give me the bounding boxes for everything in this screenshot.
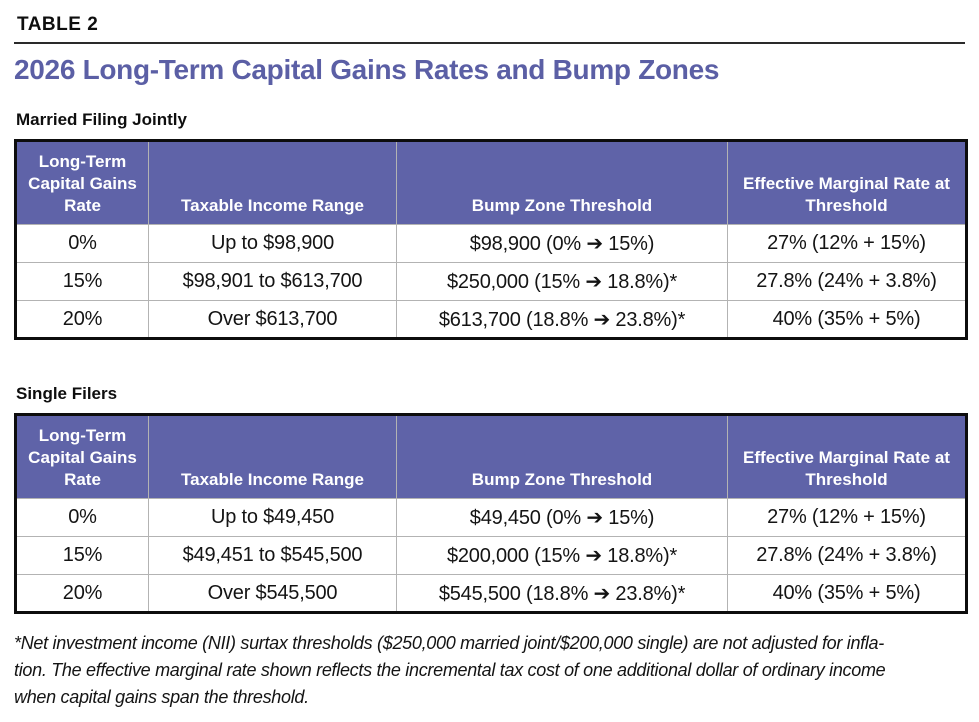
cell-effective-rate: 27% (12% + 15%) <box>727 224 967 263</box>
cell-effective-rate: 40% (35% + 5%) <box>727 574 967 613</box>
cell-income-range: Up to $98,900 <box>148 224 397 263</box>
cell-rate: 15% <box>15 262 149 301</box>
cell-bump-zone: $98,900 (0% ➔ 15%) <box>396 224 728 263</box>
footnote: *Net investment income (NII) surtax thre… <box>14 630 965 711</box>
cell-income-range: Up to $49,450 <box>148 498 397 537</box>
column-header-ltcg-rate: Long-Term Capital Gains Rate <box>15 414 149 499</box>
table-row: 15% $49,451 to $545,500 $200,000 (15% ➔ … <box>15 536 967 575</box>
section-label-single-filers: Single Filers <box>16 384 118 403</box>
cell-bump-zone: $49,450 (0% ➔ 15%) <box>396 498 728 537</box>
cell-rate: 15% <box>15 536 149 575</box>
table-row: 0% Up to $98,900 $98,900 (0% ➔ 15%) 27% … <box>15 224 967 263</box>
cell-income-range: $98,901 to $613,700 <box>148 262 397 301</box>
cell-income-range: $49,451 to $545,500 <box>148 536 397 575</box>
kicker-divider <box>14 42 965 44</box>
column-header-income-range: Taxable Income Range <box>148 414 397 499</box>
table-kicker: TABLE 2 <box>17 14 99 35</box>
cell-bump-zone: $545,500 (18.8% ➔ 23.8%)* <box>396 574 728 613</box>
cell-bump-zone: $200,000 (15% ➔ 18.8%)* <box>396 536 728 575</box>
page-title: 2026 Long-Term Capital Gains Rates and B… <box>14 54 720 85</box>
cell-effective-rate: 27.8% (24% + 3.8%) <box>727 262 967 301</box>
footnote-line: tion. The effective marginal rate shown … <box>14 660 886 680</box>
cell-rate: 0% <box>15 498 149 537</box>
footnote-line: when capital gains span the threshold. <box>14 687 309 707</box>
rates-table-single: Long-Term Capital Gains Rate Taxable Inc… <box>14 413 968 614</box>
column-header-ltcg-rate: Long-Term Capital Gains Rate <box>15 140 149 225</box>
table-header-row: Long-Term Capital Gains Rate Taxable Inc… <box>15 414 967 499</box>
cell-rate: 20% <box>15 300 149 339</box>
cell-effective-rate: 40% (35% + 5%) <box>727 300 967 339</box>
cell-income-range: Over $545,500 <box>148 574 397 613</box>
rates-table-married: Long-Term Capital Gains Rate Taxable Inc… <box>14 139 968 340</box>
table-row: 20% Over $545,500 $545,500 (18.8% ➔ 23.8… <box>15 574 967 613</box>
section-label-married-filing-jointly: Married Filing Jointly <box>16 110 187 129</box>
cell-effective-rate: 27.8% (24% + 3.8%) <box>727 536 967 575</box>
table-header-row: Long-Term Capital Gains Rate Taxable Inc… <box>15 140 967 225</box>
footnote-line: *Net investment income (NII) surtax thre… <box>14 633 884 653</box>
column-header-effective-rate: Effective Marginal Rate at Threshold <box>727 140 967 225</box>
cell-effective-rate: 27% (12% + 15%) <box>727 498 967 537</box>
cell-rate: 20% <box>15 574 149 613</box>
cell-bump-zone: $613,700 (18.8% ➔ 23.8%)* <box>396 300 728 339</box>
column-header-bump-zone: Bump Zone Threshold <box>396 140 728 225</box>
cell-income-range: Over $613,700 <box>148 300 397 339</box>
table-row: 20% Over $613,700 $613,700 (18.8% ➔ 23.8… <box>15 300 967 339</box>
column-header-income-range: Taxable Income Range <box>148 140 397 225</box>
column-header-effective-rate: Effective Marginal Rate at Threshold <box>727 414 967 499</box>
table-row: 15% $98,901 to $613,700 $250,000 (15% ➔ … <box>15 262 967 301</box>
cell-rate: 0% <box>15 224 149 263</box>
cell-bump-zone: $250,000 (15% ➔ 18.8%)* <box>396 262 728 301</box>
table-row: 0% Up to $49,450 $49,450 (0% ➔ 15%) 27% … <box>15 498 967 537</box>
column-header-bump-zone: Bump Zone Threshold <box>396 414 728 499</box>
